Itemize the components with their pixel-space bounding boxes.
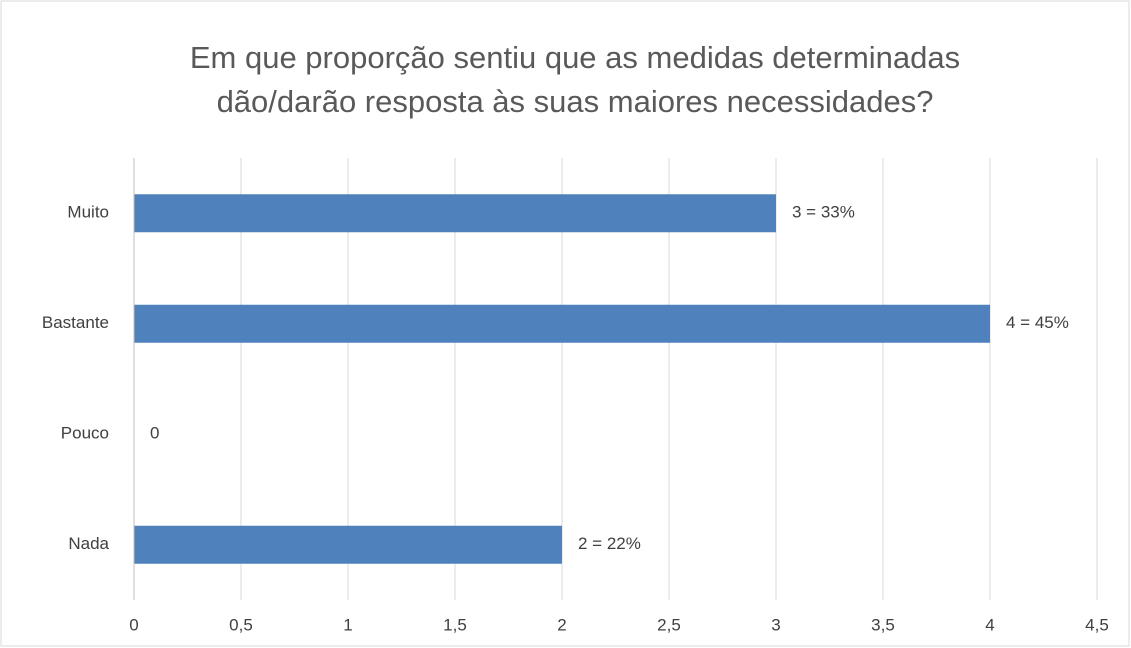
bar — [134, 304, 990, 343]
y-tick-label: Bastante — [42, 313, 109, 332]
x-tick-label: 1,5 — [443, 615, 467, 634]
x-tick-label: 0,5 — [229, 615, 253, 634]
value-label: 0 — [150, 424, 159, 443]
x-tick-label: 4 — [985, 615, 994, 634]
x-tick-label: 0 — [129, 615, 138, 634]
x-tick-label: 3 — [771, 615, 780, 634]
y-tick-label: Nada — [68, 534, 109, 553]
x-tick-label: 2 — [557, 615, 566, 634]
value-label: 2 = 22% — [578, 534, 641, 553]
y-tick-label: Pouco — [61, 424, 109, 443]
x-tick-label: 1 — [343, 615, 352, 634]
value-label: 3 = 33% — [792, 203, 855, 222]
x-tick-label: 2,5 — [657, 615, 681, 634]
bar — [134, 194, 776, 233]
x-tick-label: 4,5 — [1085, 615, 1109, 634]
bar — [134, 525, 562, 564]
value-label: 4 = 45% — [1006, 313, 1069, 332]
y-tick-label: Muito — [67, 203, 109, 222]
x-tick-label: 3,5 — [871, 615, 895, 634]
chart-title: Em que proporção sentiu que as medidas d… — [190, 40, 960, 75]
chart-title: dão/darão resposta às suas maiores neces… — [217, 84, 934, 119]
